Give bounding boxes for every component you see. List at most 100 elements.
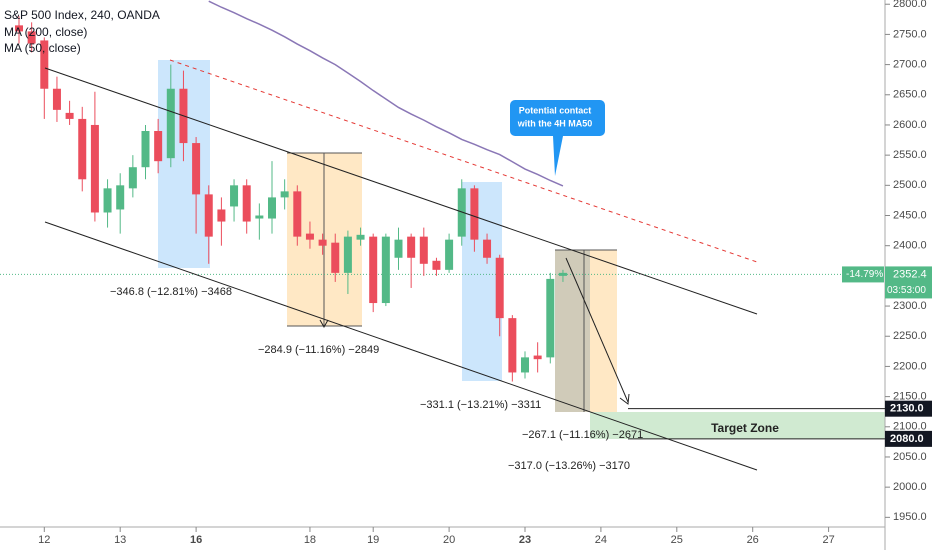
y-tick-label: 2250.0 [893, 330, 927, 342]
candle-body [394, 239, 403, 258]
range-annotation: −284.9 (−11.16%) −2849 [258, 344, 379, 356]
candle-body [558, 272, 567, 276]
target-zone [590, 412, 885, 439]
y-tick-label: 2600.0 [893, 119, 927, 131]
candle-body [78, 118, 87, 180]
candle-body [230, 185, 239, 207]
candle-body [331, 242, 340, 273]
y-tick-label: 2800.0 [893, 0, 927, 10]
change-box [842, 266, 884, 283]
x-tick-label: 13 [114, 534, 126, 546]
candle-body [521, 357, 529, 373]
target-zone-label: Target Zone [711, 421, 779, 435]
candle-body [533, 355, 542, 360]
projection-arrow [565, 257, 629, 403]
candle-body [192, 143, 201, 195]
price-box [885, 266, 932, 299]
candle-body [305, 233, 314, 240]
y-tick-label: 2650.0 [893, 89, 927, 101]
candle-body [546, 278, 555, 358]
candle-body [52, 88, 61, 110]
candle-body [293, 191, 302, 237]
y-tick-label: 1950.0 [893, 511, 927, 523]
range-box [462, 182, 502, 381]
y-tick-label: 2550.0 [893, 149, 927, 161]
candle-body [242, 185, 251, 222]
candle-body [103, 188, 112, 213]
drawings-front [0, 0, 886, 550]
ma-line [208, 0, 564, 187]
candle-body [166, 88, 175, 159]
range-annotation: −317.0 (−13.26%) −3170 [508, 460, 630, 472]
candle-body [128, 167, 137, 189]
arrow-head [319, 319, 329, 329]
callout-bubble [510, 100, 605, 176]
channel-line [44, 67, 758, 315]
candle-body [432, 260, 441, 270]
x-tick-label: 25 [671, 534, 683, 546]
level-label: 2130.0 [890, 403, 924, 415]
candle-body [407, 236, 416, 258]
y-tick-label: 2050.0 [893, 451, 927, 463]
x-tick-label: 16 [190, 534, 202, 546]
range-annotation: −331.1 (−13.21%) −3311 [420, 399, 541, 411]
x-tick-label: 26 [747, 534, 759, 546]
y-tick-label: 2450.0 [893, 209, 927, 221]
candle-body [318, 239, 327, 246]
change-label: -14.79% [846, 269, 883, 280]
candle-body [154, 130, 163, 162]
candle-body [280, 191, 289, 198]
callout-text: with the 4H MA50 [517, 118, 593, 128]
candle-body [65, 112, 74, 119]
candle-body [204, 194, 213, 237]
candle-body [15, 25, 23, 32]
candle-body [445, 239, 454, 270]
x-tick-label: 27 [822, 534, 834, 546]
candle-body [27, 31, 36, 44]
candle-body [483, 239, 492, 258]
candle-body [508, 318, 517, 373]
x-tick-label: 20 [443, 534, 455, 546]
callout-text: Potential contact [519, 105, 592, 115]
y-tick-label: 2000.0 [893, 481, 927, 493]
x-tick-label: 12 [38, 534, 50, 546]
price-label: 2352.4 [893, 268, 927, 280]
candle-body [217, 209, 226, 222]
candle-body [40, 40, 49, 89]
x-tick-label: 18 [304, 534, 316, 546]
x-tick-label: 24 [595, 534, 607, 546]
y-tick-label: 2200.0 [893, 360, 927, 372]
candle-body [369, 236, 378, 304]
candle-body [470, 188, 479, 240]
candle-body [495, 257, 504, 319]
level-label: 2080.0 [890, 433, 924, 445]
candle-body [90, 124, 99, 213]
y-tick-label: 2100.0 [893, 421, 927, 433]
countdown-label: 03:53:00 [887, 285, 926, 296]
y-tick-label: 2150.0 [893, 391, 927, 403]
legend-entry: MA (200, close) [4, 25, 87, 39]
y-tick-label: 2300.0 [893, 300, 927, 312]
level-box [885, 400, 932, 417]
candle-body [116, 185, 125, 210]
x-tick-label: 23 [519, 534, 531, 546]
y-tick-label: 2400.0 [893, 240, 927, 252]
candle-body [343, 236, 352, 273]
candle-body [141, 130, 150, 168]
chart-title: S&P 500 Index, 240, OANDA [4, 8, 160, 22]
drawings-back [158, 60, 885, 439]
level-box [885, 430, 932, 447]
arrow-head [619, 393, 630, 405]
candle-body [356, 234, 365, 240]
x-tick-label: 19 [367, 534, 379, 546]
candle-body [255, 215, 264, 219]
channel-line [44, 221, 758, 471]
candle-body [419, 236, 428, 264]
legend-entry: MA (50, close) [4, 41, 81, 55]
candle-body [268, 197, 276, 219]
range-annotation: −346.8 (−12.81%) −3468 [110, 286, 232, 298]
y-tick-label: 2500.0 [893, 179, 927, 191]
y-tick-label: 2700.0 [893, 58, 927, 70]
candle-body [381, 236, 390, 304]
